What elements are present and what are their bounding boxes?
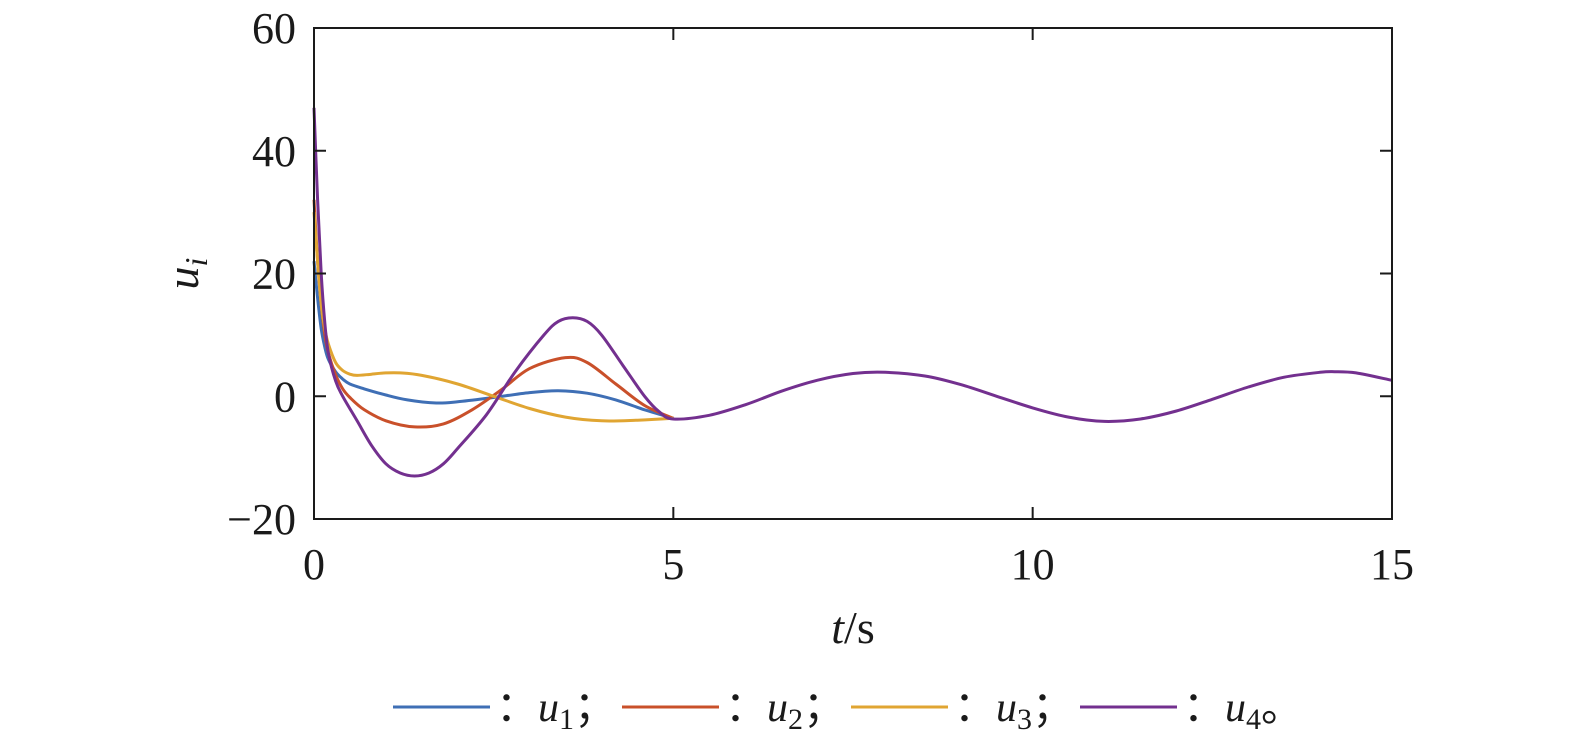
legend-label-u3: ：u3；: [954, 685, 1074, 736]
legend-label-u4: ：u4。: [1183, 685, 1303, 736]
legend-label-u1: ：u1；: [496, 685, 616, 736]
legend-item-u2: ：u2；: [622, 685, 845, 736]
series-line-u1: [312, 261, 674, 420]
y-tick-label: −20: [227, 495, 296, 544]
x-tick-label: 10: [1011, 540, 1055, 589]
y-tick-label: 0: [274, 372, 296, 421]
legend: ：u1； ：u2； ：u3； ：u4。: [393, 685, 1303, 736]
y-tick-label: 20: [252, 250, 296, 299]
x-axis-variable: t: [831, 602, 845, 653]
series-line-u2: [312, 199, 674, 429]
y-tick-label: 40: [252, 127, 296, 176]
plot-frame: [313, 27, 1393, 520]
x-axis-label: t/s: [831, 602, 874, 653]
legend-label-u2: ：u2；: [725, 685, 845, 736]
y-axis-label: ui: [157, 258, 214, 290]
series-line-u4: [312, 107, 1393, 478]
legend-item-u1: ：u1；: [393, 685, 616, 736]
y-axis-subscript: i: [178, 258, 214, 267]
x-tick-label: 0: [303, 540, 325, 589]
x-axis-unit: /s: [844, 602, 875, 653]
y-axis-variable: u: [157, 266, 208, 289]
series-layer: [312, 107, 1393, 478]
legend-item-u4: ：u4。: [1080, 685, 1303, 736]
x-tick-label: 5: [662, 540, 684, 589]
y-tick-label: 60: [252, 4, 296, 53]
x-tick-label: 15: [1370, 540, 1414, 589]
legend-item-u3: ：u3；: [851, 685, 1074, 736]
